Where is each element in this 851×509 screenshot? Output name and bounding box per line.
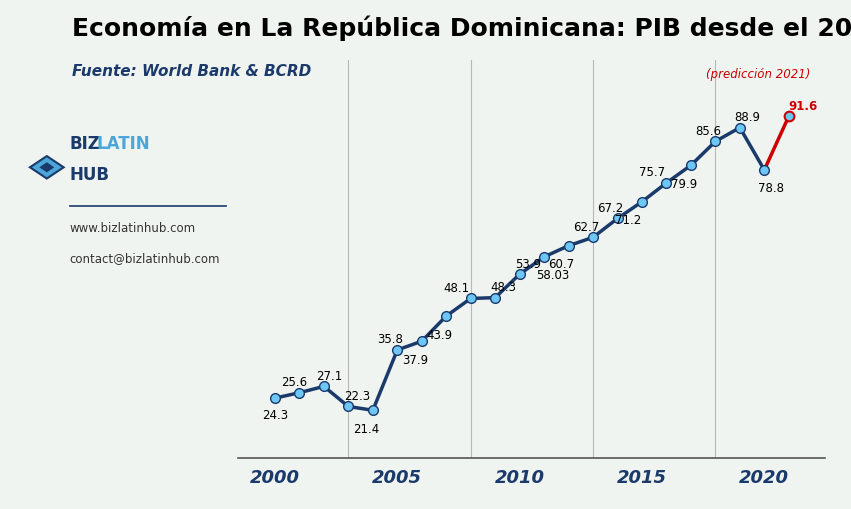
Text: 25.6: 25.6 — [281, 375, 307, 388]
Text: LATIN: LATIN — [96, 135, 150, 153]
Text: BIZ: BIZ — [70, 135, 100, 153]
Text: 58.03: 58.03 — [536, 269, 569, 282]
Text: 53.9: 53.9 — [515, 257, 541, 270]
Text: 79.9: 79.9 — [671, 178, 697, 190]
Text: 78.8: 78.8 — [758, 182, 785, 195]
Text: 85.6: 85.6 — [695, 125, 722, 137]
Text: 91.6: 91.6 — [788, 99, 817, 112]
Text: 48.1: 48.1 — [443, 281, 470, 294]
Text: (predicción 2021): (predicción 2021) — [706, 68, 810, 81]
Text: 67.2: 67.2 — [597, 202, 624, 214]
Text: contact@bizlatinhub.com: contact@bizlatinhub.com — [70, 252, 220, 265]
Text: 48.3: 48.3 — [490, 280, 517, 293]
Text: Economía en La República Dominicana: PIB desde el 2000: Economía en La República Dominicana: PIB… — [72, 15, 851, 41]
Text: 43.9: 43.9 — [426, 328, 453, 341]
Text: 37.9: 37.9 — [402, 353, 428, 366]
Text: 88.9: 88.9 — [734, 111, 760, 124]
Text: 71.2: 71.2 — [615, 214, 641, 227]
Text: 22.3: 22.3 — [344, 389, 370, 402]
Text: 21.4: 21.4 — [353, 422, 379, 435]
Text: 27.1: 27.1 — [317, 369, 343, 382]
Text: 24.3: 24.3 — [262, 409, 288, 421]
Text: 60.7: 60.7 — [549, 258, 574, 271]
Text: HUB: HUB — [70, 165, 110, 183]
Text: 62.7: 62.7 — [573, 220, 599, 233]
Text: Fuente: World Bank & BCRD: Fuente: World Bank & BCRD — [72, 64, 311, 78]
Text: 35.8: 35.8 — [378, 333, 403, 346]
Text: www.bizlatinhub.com: www.bizlatinhub.com — [70, 221, 196, 234]
Text: 75.7: 75.7 — [639, 166, 665, 179]
